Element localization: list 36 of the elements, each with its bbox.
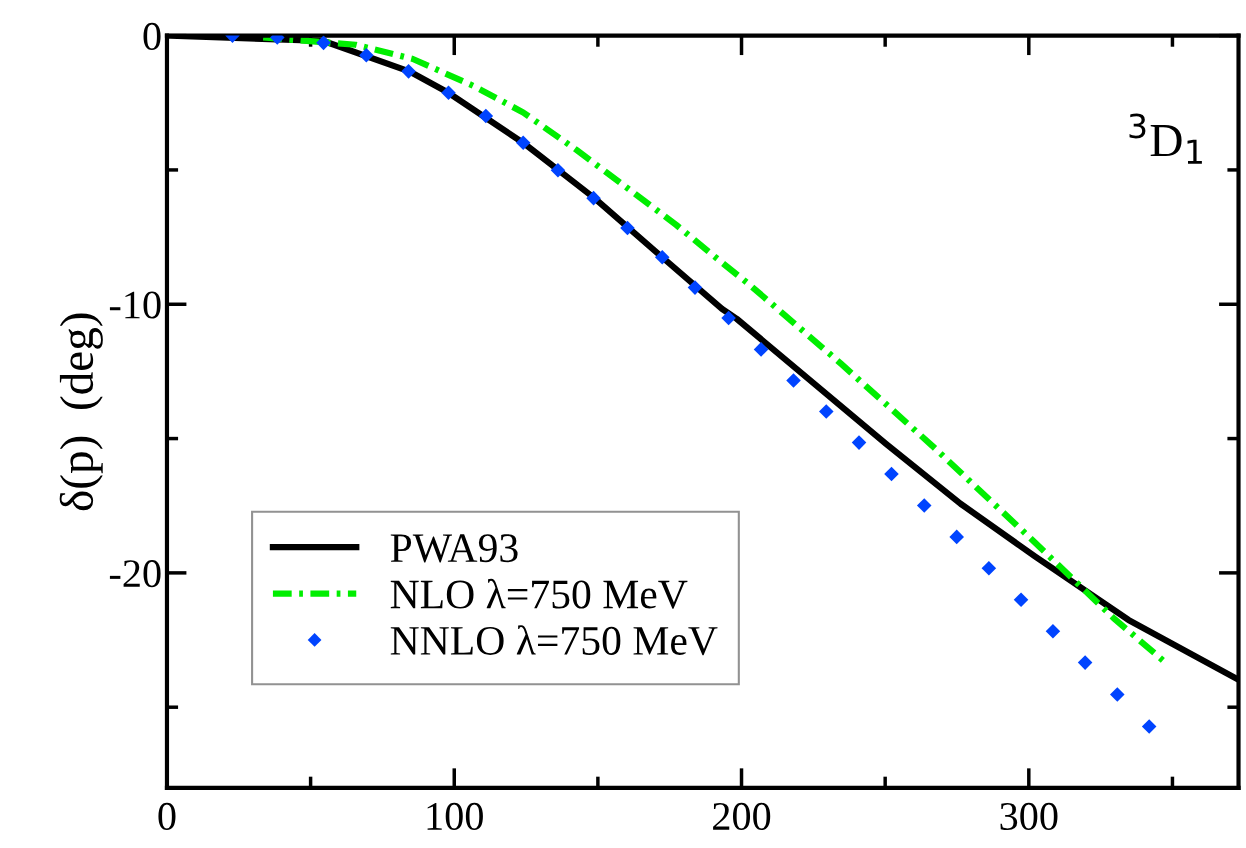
point: [753, 342, 769, 357]
legend-label: NNLO λ=750 MeV: [390, 625, 718, 656]
point: [401, 64, 416, 79]
point: [586, 190, 601, 206]
point: [515, 135, 531, 151]
legend-label: PWA93: [390, 534, 518, 563]
point: [981, 561, 997, 576]
y-tick-label: 0: [143, 22, 161, 50]
point: [949, 529, 964, 545]
point: [851, 435, 867, 450]
y-tick-label: -20: [109, 560, 161, 588]
point: [1077, 655, 1093, 670]
point: [721, 310, 736, 326]
point: [316, 35, 331, 51]
y-axis-title: δ(p) (deg): [59, 313, 103, 511]
point: [550, 162, 566, 178]
point: [916, 498, 932, 513]
point: [1141, 719, 1157, 734]
x-tick-label: 200: [713, 802, 771, 831]
point: [1045, 623, 1061, 639]
point: [359, 47, 374, 63]
x-tick-label: 100: [427, 802, 483, 831]
point: [884, 466, 899, 482]
point: [687, 280, 703, 295]
point: [818, 404, 834, 419]
legend-label: NLO λ=750 MeV: [390, 578, 688, 609]
y-tick-label: -10: [109, 291, 161, 319]
point: [1013, 592, 1029, 608]
point: [786, 373, 801, 388]
point: [620, 220, 635, 236]
x-tick-label: 300: [1000, 802, 1058, 831]
point: [1110, 687, 1125, 702]
point: [654, 249, 670, 265]
annotation: $^{3}$D$_{1}$: [1129, 113, 1202, 164]
point: [478, 108, 494, 124]
point: [441, 85, 456, 101]
